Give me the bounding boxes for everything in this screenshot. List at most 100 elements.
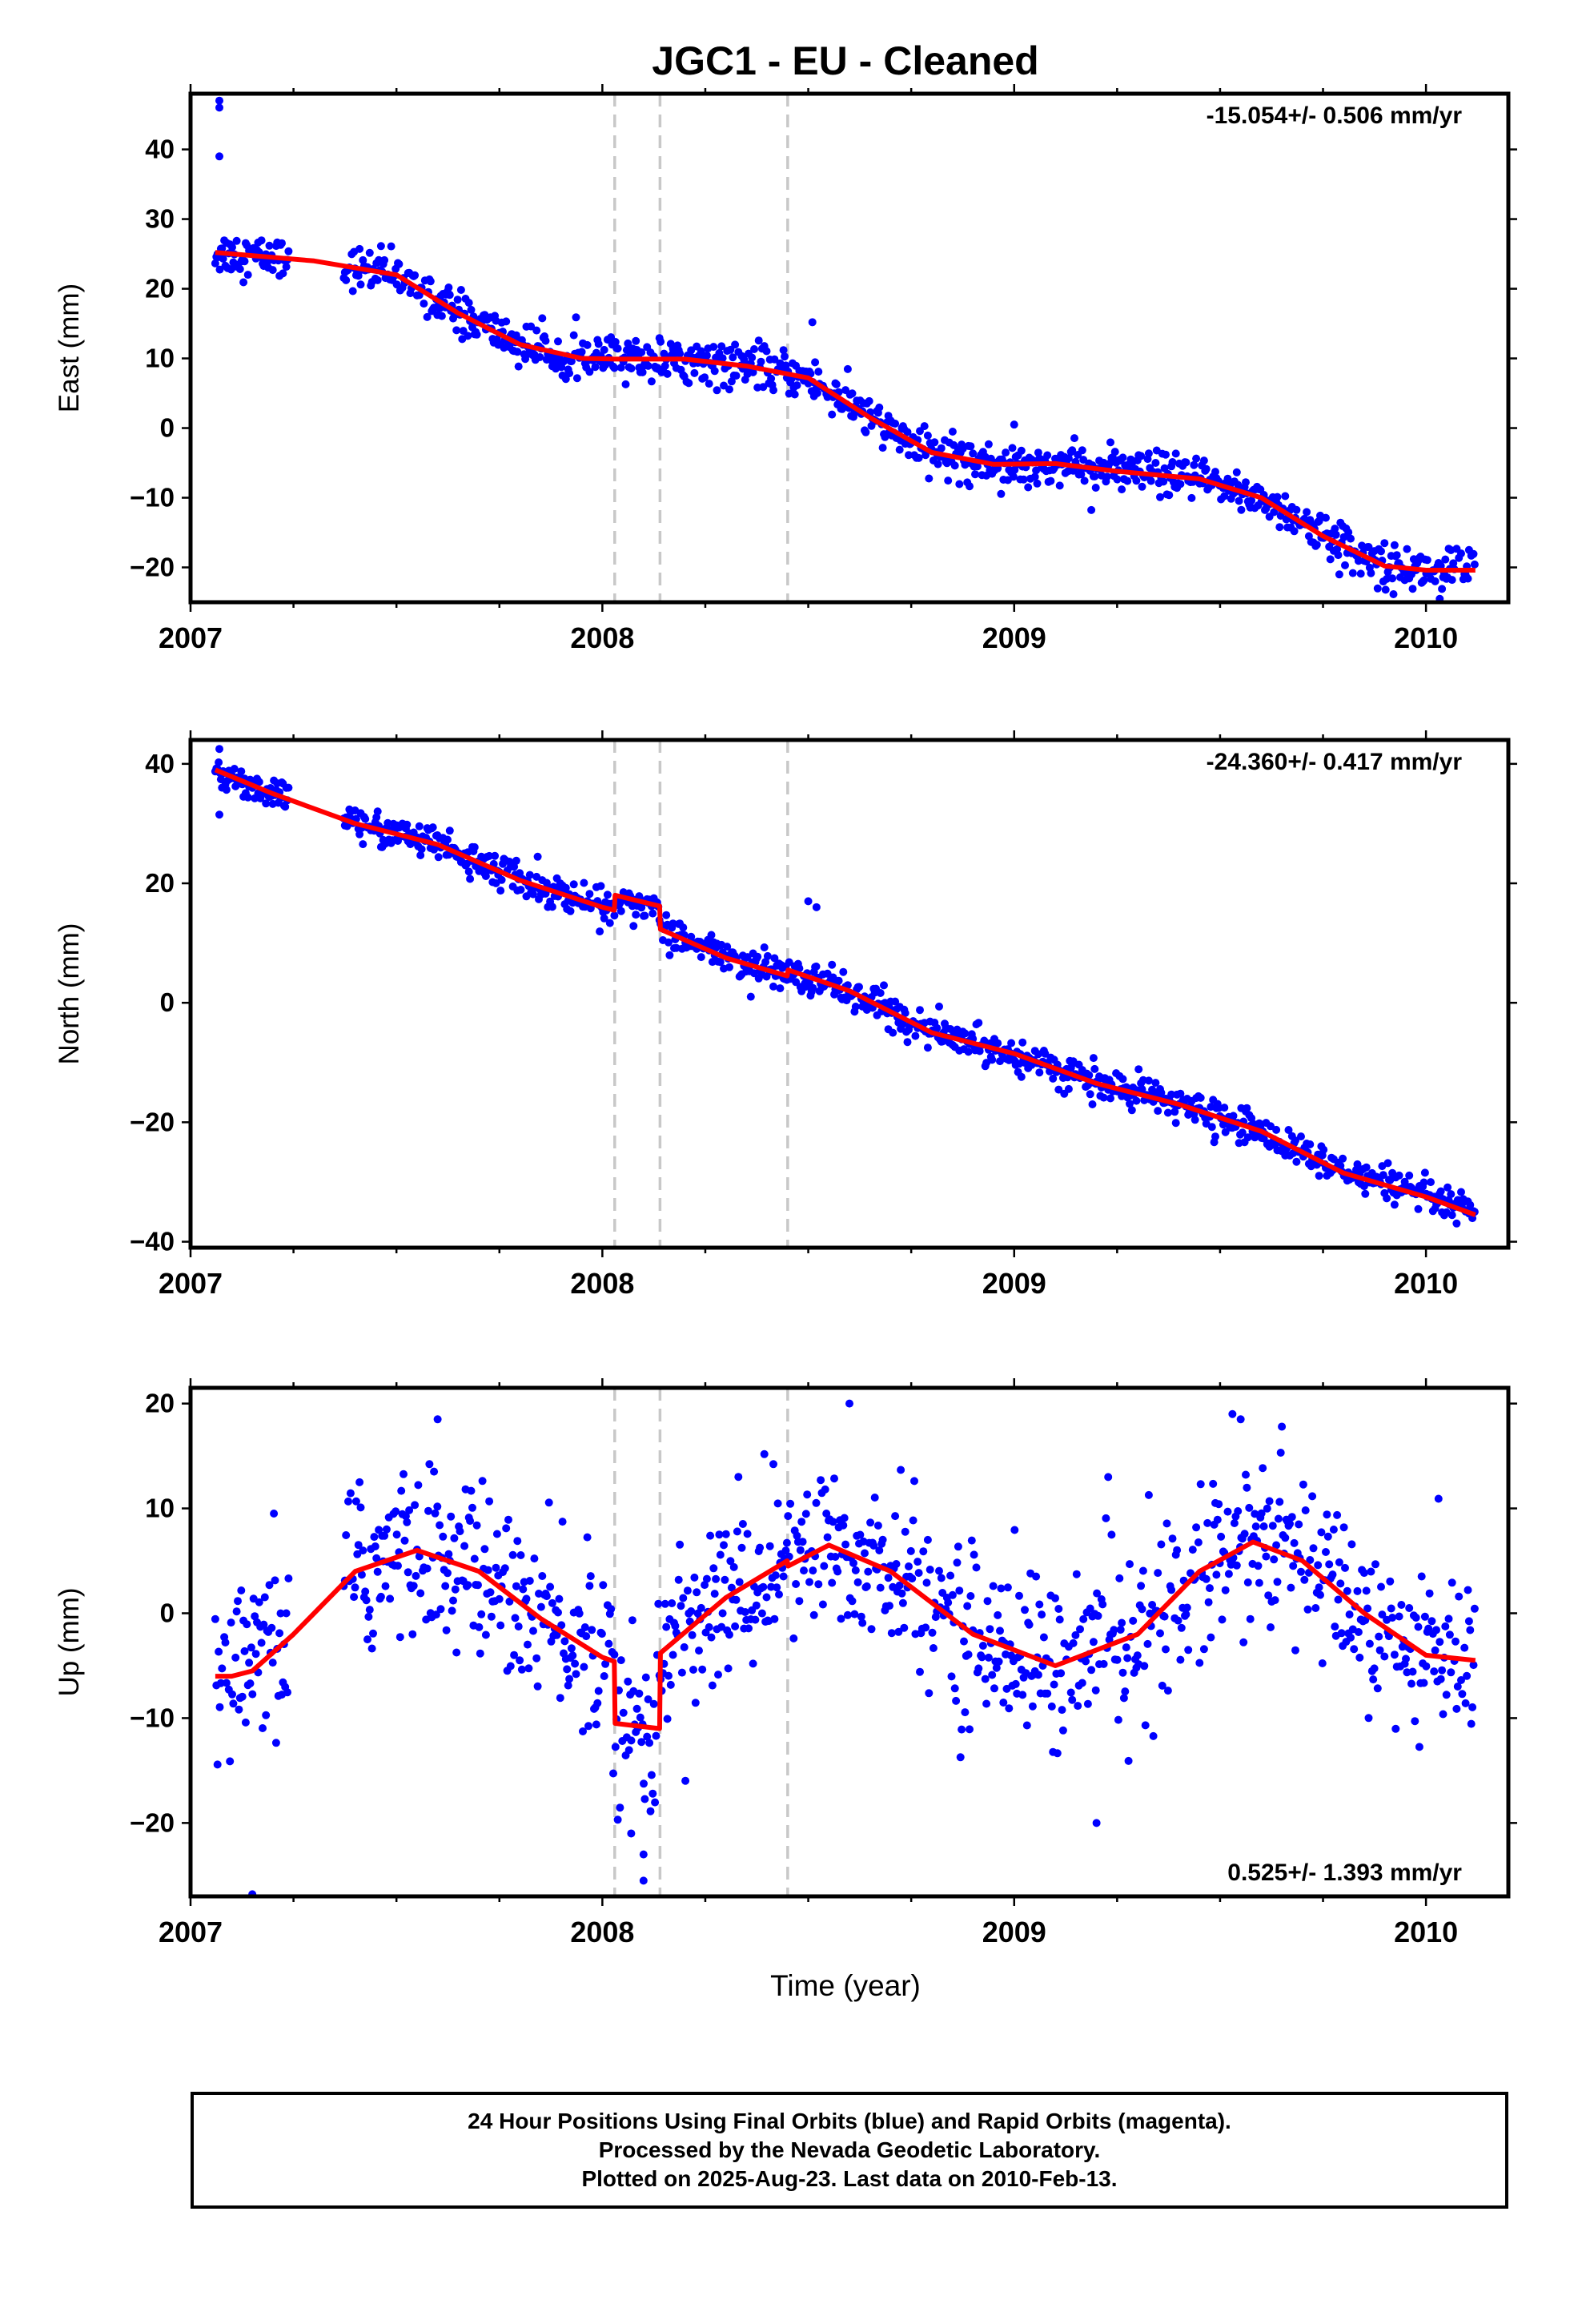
data-point [709, 343, 718, 352]
data-point [632, 336, 640, 345]
data-point [268, 266, 277, 275]
data-point [569, 331, 578, 340]
data-point [1019, 475, 1028, 484]
data-point [648, 1789, 657, 1798]
data-point [763, 951, 772, 960]
data-point [627, 364, 636, 373]
data-point [817, 1476, 825, 1485]
data-point [710, 367, 719, 376]
data-point [677, 1602, 685, 1610]
data-point [571, 1659, 580, 1668]
data-point [693, 1588, 701, 1597]
data-point [1390, 1651, 1399, 1659]
data-point [1254, 1562, 1263, 1570]
data-point [734, 1473, 743, 1482]
data-point [1058, 1706, 1066, 1715]
data-point [611, 338, 620, 346]
data-point [400, 1470, 408, 1478]
data-point [1297, 1132, 1305, 1141]
data-point [873, 1522, 882, 1530]
data-point [237, 767, 246, 776]
data-point [843, 1610, 852, 1619]
data-point [994, 1610, 1002, 1619]
data-point [1270, 1555, 1279, 1564]
data-point [391, 1507, 400, 1516]
data-point [1207, 1123, 1216, 1132]
data-point [1242, 478, 1250, 487]
data-point [795, 1597, 804, 1606]
data-point [729, 353, 737, 362]
data-point [1171, 1119, 1180, 1128]
data-point [616, 1803, 624, 1812]
data-point [716, 1550, 725, 1559]
data-point [946, 1571, 955, 1580]
data-point [1470, 560, 1479, 569]
data-point [380, 255, 389, 264]
data-point [1077, 470, 1086, 479]
data-point [720, 381, 728, 390]
y-tick-label: 10 [145, 1494, 175, 1523]
model-fit-line [215, 250, 1476, 573]
data-point [885, 1602, 893, 1610]
data-point [878, 444, 887, 452]
data-point [610, 364, 619, 372]
data-point [1318, 1659, 1327, 1667]
data-point [257, 1638, 266, 1647]
data-point [417, 845, 426, 854]
data-point [1395, 1171, 1403, 1180]
data-point [754, 336, 763, 345]
footer-line-2: Processed by the Nevada Geodetic Laborat… [598, 2137, 1101, 2162]
data-point [1054, 1605, 1063, 1613]
data-point [1207, 1633, 1215, 1642]
data-point [600, 345, 608, 354]
data-point [508, 1550, 517, 1559]
data-point [596, 882, 605, 891]
data-point [268, 1659, 277, 1667]
data-point [1348, 569, 1357, 577]
data-point [652, 1731, 661, 1740]
data-point [445, 291, 454, 300]
data-point [676, 349, 685, 358]
data-point [937, 1574, 946, 1582]
data-point [1387, 1604, 1395, 1613]
data-point [952, 1696, 961, 1705]
data-point [381, 1582, 390, 1590]
data-point [637, 1738, 646, 1747]
data-point [769, 1460, 777, 1469]
data-point [1441, 1622, 1450, 1630]
data-point [858, 1618, 867, 1627]
data-point [898, 1598, 907, 1607]
data-point [963, 1602, 972, 1610]
data-point [405, 1506, 414, 1514]
data-point [687, 932, 696, 941]
data-point [1392, 551, 1401, 560]
data-point [1170, 1108, 1179, 1116]
data-point [798, 1538, 807, 1546]
data-point [1050, 1680, 1058, 1689]
y-axis-label: North (mm) [54, 923, 85, 1065]
data-point [909, 1516, 917, 1525]
data-point [1245, 1503, 1254, 1512]
data-point [371, 1542, 379, 1550]
data-point [245, 1659, 254, 1667]
data-point [423, 1564, 432, 1573]
data-point [1035, 1068, 1044, 1077]
data-point [981, 1675, 990, 1683]
data-point [1339, 1523, 1348, 1532]
data-point [679, 923, 688, 932]
data-point [1323, 1510, 1331, 1519]
data-point [1306, 1556, 1315, 1564]
data-point [1322, 1548, 1330, 1556]
data-point [832, 380, 841, 388]
data-point [1223, 474, 1232, 483]
data-point [795, 964, 804, 973]
data-point [594, 340, 603, 348]
data-point [485, 1497, 494, 1506]
data-point [1206, 1584, 1214, 1593]
data-point [445, 826, 454, 835]
data-point [1220, 1104, 1229, 1112]
data-point [1347, 1540, 1356, 1549]
data-point [575, 1609, 584, 1618]
data-point [265, 241, 274, 250]
